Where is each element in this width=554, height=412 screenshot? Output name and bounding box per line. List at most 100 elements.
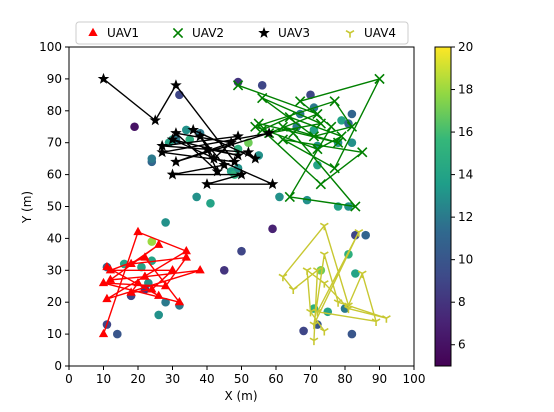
uav4-marker	[278, 273, 288, 282]
uav1-marker	[181, 252, 191, 261]
user-point	[206, 199, 215, 208]
series-uav3	[97, 72, 279, 190]
uav1-marker	[133, 226, 143, 236]
uav3-marker	[166, 168, 179, 180]
uav4-marker	[309, 337, 319, 346]
x-axis-ticks: 0 10 20 30 40 50 60 70 80 90 100	[65, 366, 425, 386]
colorbar-tick-label: 16	[458, 125, 473, 139]
uav2-marker	[329, 96, 340, 107]
series-uav2	[232, 73, 385, 212]
uav2-marker	[288, 127, 299, 139]
user-point	[130, 122, 139, 132]
user-point	[147, 154, 157, 163]
uav2-marker	[253, 118, 264, 129]
uav2-marker	[336, 131, 347, 142]
legend-label-uav1: UAV1	[107, 26, 139, 40]
uav1-marker	[102, 261, 112, 271]
legend-marker-uav1	[88, 27, 98, 37]
uav1-marker	[105, 274, 116, 283]
y-tick-label: 60	[47, 168, 62, 182]
uav3-marker	[156, 139, 168, 151]
uav3-marker	[170, 155, 182, 167]
uav4-marker	[333, 299, 343, 307]
uav1-marker	[102, 293, 112, 303]
y-tick-label: 30	[47, 263, 62, 277]
uav1-marker	[98, 277, 109, 287]
uav4-marker	[319, 251, 329, 259]
x-tick-label: 20	[130, 372, 145, 386]
colorbar: 6 8 10 12 14 16 18 20	[434, 40, 473, 367]
uav3-marker	[201, 143, 213, 154]
user-point	[323, 307, 333, 317]
y-tick-label: 40	[47, 231, 62, 245]
x-tick-label: 50	[234, 372, 249, 386]
user-point	[361, 230, 371, 240]
legend-marker-uav4	[345, 30, 355, 38]
uav1-marker	[174, 296, 185, 306]
y-tick-label: 70	[47, 136, 62, 150]
user-point	[113, 329, 122, 339]
colorbar-tick-label: 8	[458, 295, 466, 309]
user-point	[161, 218, 170, 227]
uav3-marker	[201, 178, 213, 190]
user-point	[137, 262, 146, 272]
uav2-marker	[315, 179, 327, 190]
uav2-marker	[257, 124, 268, 136]
uav3-marker	[170, 79, 182, 91]
uav3-marker	[249, 152, 262, 164]
uav3-marker	[194, 130, 206, 142]
x-tick-label: 40	[199, 372, 214, 386]
uav2-marker	[277, 134, 289, 145]
uav3-marker	[218, 158, 231, 170]
uav2-marker	[312, 108, 323, 120]
uav4-marker	[357, 270, 367, 279]
uav3-marker	[149, 114, 162, 126]
uav2-marker	[329, 163, 340, 174]
uav3-marker	[266, 178, 279, 190]
colorbar-tick-label: 10	[458, 253, 473, 267]
user-point	[154, 310, 163, 320]
user-point	[147, 237, 157, 246]
x-tick-label: 60	[268, 372, 283, 386]
user-point	[347, 109, 357, 119]
uav4-marker	[319, 222, 329, 231]
uav1-marker	[140, 271, 150, 280]
uav1-marker	[98, 328, 109, 338]
uav2-marker	[257, 92, 268, 104]
user-point	[219, 266, 229, 275]
plot-area: 0 10 20 30 40 50 60 70 80 90 100 0 10 20 30 40 50 60 70 80 9…	[39, 40, 425, 386]
user-point	[268, 224, 277, 234]
uav2-marker	[315, 118, 327, 129]
uav3-marker	[156, 146, 168, 158]
user-point	[237, 246, 246, 256]
uav4-marker	[306, 308, 315, 317]
legend-marker-uav3	[258, 26, 270, 38]
uav4-path	[282, 224, 388, 341]
uav3-marker	[228, 155, 241, 167]
user-point	[316, 266, 326, 275]
uav2-marker	[294, 96, 306, 107]
colorbar-tick-label: 20	[458, 40, 473, 54]
uav2-marker	[374, 73, 385, 85]
uav3-marker	[211, 165, 224, 177]
series-uav1	[98, 226, 205, 338]
uav1-marker	[147, 284, 157, 293]
x-tick-label: 10	[96, 372, 111, 386]
x-tick-label: 80	[337, 372, 352, 386]
uav4-marker	[371, 318, 381, 326]
user-point	[299, 326, 308, 336]
user-point	[182, 125, 191, 135]
x-tick-label: 0	[65, 372, 73, 386]
uav2-marker	[284, 191, 295, 203]
uav2-marker	[308, 131, 320, 142]
uav3-marker	[187, 123, 199, 135]
uav2-marker	[332, 137, 344, 148]
uav1-marker	[195, 265, 205, 274]
uav2-marker	[277, 121, 289, 132]
legend: UAV1 UAV2 UAV3 UAV4	[75, 21, 409, 45]
uav3-marker	[208, 152, 220, 164]
uav1-marker	[133, 277, 143, 287]
uav4-marker	[312, 267, 322, 275]
x-axis-title: X (m)	[224, 389, 257, 403]
